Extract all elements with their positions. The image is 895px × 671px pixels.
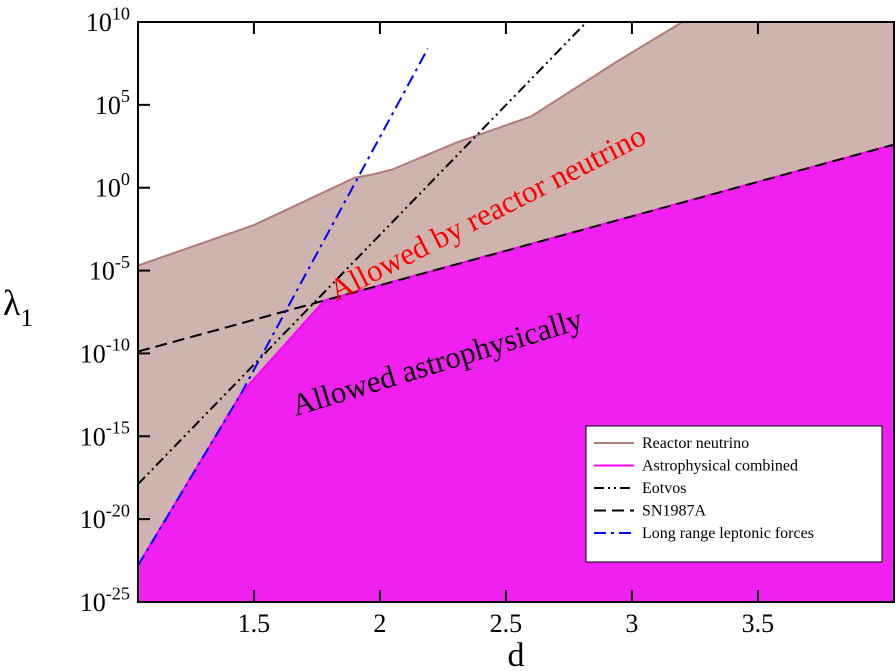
x-tick-label: 2 — [373, 609, 386, 638]
y-tick-label: 10-15 — [80, 418, 130, 452]
legend: Reactor neutrino Astrophysical combined Eo… — [585, 425, 883, 563]
series-line — [138, 48, 429, 566]
y-tick-label: 100 — [95, 169, 130, 203]
y-tick-label: 105 — [95, 86, 130, 120]
series-line — [138, 22, 588, 485]
y-tick-label: 10-5 — [89, 252, 130, 286]
legend-label: SN1987A — [642, 503, 706, 520]
plot-frame — [137, 21, 895, 603]
y-axis-label: λ1 — [3, 283, 33, 332]
legend-label: Reactor neutrino — [642, 435, 749, 452]
legend-label: Eotvos — [642, 480, 686, 497]
axes: 1.5 2 2.5 3 3.5 10-25 10-20 10-15 10-10 10-5 100 10… — [3, 3, 774, 671]
legend-label: Astrophysical combined — [642, 458, 798, 475]
x-tick-label: 2.5 — [490, 609, 523, 638]
y-tick-label: 10-10 — [80, 335, 130, 369]
series-line — [138, 143, 894, 353]
y-tick-label: 1010 — [86, 3, 130, 37]
x-tick-label: 1.5 — [238, 609, 271, 638]
y-tick-label: 10-20 — [80, 500, 130, 534]
x-axis-label: d — [508, 637, 525, 671]
legend-box — [585, 425, 883, 563]
x-tick-label: 3.5 — [742, 609, 775, 638]
series-line — [138, 22, 894, 267]
legend-label: Long range leptonic forces — [642, 525, 814, 542]
x-tick-label: 3 — [625, 609, 638, 638]
y-tick-label: 10-25 — [80, 583, 130, 617]
